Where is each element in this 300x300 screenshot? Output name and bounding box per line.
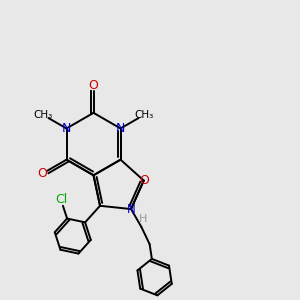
Text: N: N	[116, 122, 125, 135]
Text: O: O	[88, 79, 98, 92]
Text: N: N	[127, 202, 135, 216]
Text: O: O	[139, 174, 149, 187]
Text: N: N	[62, 122, 71, 135]
Text: Cl: Cl	[55, 193, 67, 206]
Text: CH₃: CH₃	[33, 110, 52, 120]
Text: H: H	[139, 214, 147, 224]
Text: O: O	[38, 167, 47, 180]
Text: CH₃: CH₃	[135, 110, 154, 120]
